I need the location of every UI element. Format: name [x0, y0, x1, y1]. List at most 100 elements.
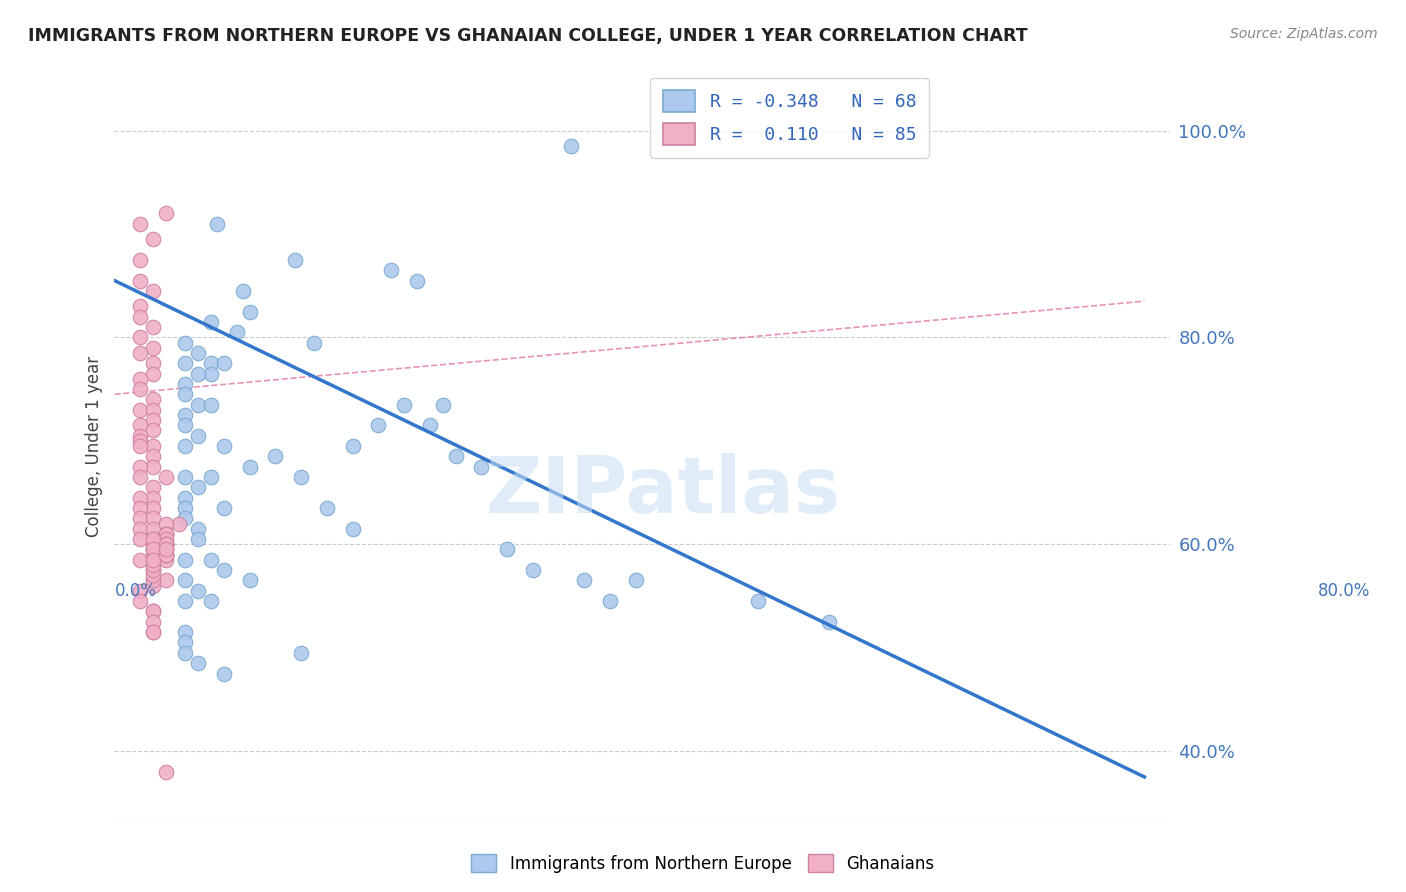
Point — [174, 574, 197, 588]
Point — [142, 625, 165, 640]
Point — [302, 335, 325, 350]
Point — [129, 402, 152, 417]
Point — [129, 522, 152, 536]
Point — [367, 418, 389, 433]
Point — [129, 252, 152, 267]
Point — [174, 470, 197, 484]
Point — [155, 470, 177, 484]
Point — [284, 252, 307, 267]
Point — [187, 367, 209, 381]
Point — [406, 273, 429, 287]
Point — [155, 537, 177, 551]
Point — [174, 408, 197, 422]
Text: ZIPatlas: ZIPatlas — [486, 453, 841, 529]
Point — [142, 341, 165, 355]
Point — [142, 625, 165, 640]
Point — [167, 516, 190, 531]
Point — [142, 542, 165, 557]
Point — [174, 418, 197, 433]
Point — [142, 450, 165, 464]
Point — [142, 537, 165, 551]
Point — [142, 232, 165, 246]
Point — [142, 548, 165, 562]
Point — [129, 273, 152, 287]
Point — [496, 542, 519, 557]
Point — [342, 522, 364, 536]
Point — [155, 574, 177, 588]
Point — [129, 372, 152, 386]
Point — [225, 325, 247, 339]
Point — [624, 574, 647, 588]
Point — [239, 459, 262, 474]
Point — [155, 548, 177, 562]
Point — [129, 434, 152, 448]
Point — [142, 605, 165, 619]
Point — [187, 656, 209, 670]
Point — [174, 335, 197, 350]
Text: 0.0%: 0.0% — [114, 582, 156, 600]
Point — [129, 418, 152, 433]
Point — [212, 563, 235, 577]
Point — [187, 480, 209, 494]
Point — [142, 413, 165, 427]
Point — [129, 511, 152, 525]
Text: IMMIGRANTS FROM NORTHERN EUROPE VS GHANAIAN COLLEGE, UNDER 1 YEAR CORRELATION CH: IMMIGRANTS FROM NORTHERN EUROPE VS GHANA… — [28, 27, 1028, 45]
Point — [155, 516, 177, 531]
Point — [187, 346, 209, 360]
Point — [747, 594, 769, 608]
Point — [432, 398, 454, 412]
Point — [444, 450, 467, 464]
Point — [187, 583, 209, 598]
Point — [142, 563, 165, 577]
Point — [155, 527, 177, 541]
Point — [200, 470, 222, 484]
Point — [174, 594, 197, 608]
Point — [129, 217, 152, 231]
Y-axis label: College, Under 1 year: College, Under 1 year — [86, 355, 103, 537]
Point — [155, 548, 177, 562]
Point — [142, 320, 165, 334]
Point — [129, 299, 152, 313]
Point — [207, 217, 229, 231]
Point — [142, 542, 165, 557]
Point — [155, 537, 177, 551]
Point — [142, 532, 165, 546]
Point — [174, 387, 197, 401]
Point — [187, 532, 209, 546]
Point — [129, 491, 152, 505]
Point — [155, 764, 177, 779]
Point — [200, 398, 222, 412]
Point — [470, 459, 492, 474]
Point — [129, 470, 152, 484]
Point — [155, 548, 177, 562]
Point — [290, 646, 312, 660]
Text: Source: ZipAtlas.com: Source: ZipAtlas.com — [1230, 27, 1378, 41]
Point — [174, 491, 197, 505]
Point — [174, 625, 197, 640]
Point — [142, 574, 165, 588]
Point — [142, 563, 165, 577]
Point — [239, 574, 262, 588]
Point — [212, 439, 235, 453]
Point — [599, 594, 621, 608]
Point — [155, 532, 177, 546]
Point — [129, 583, 152, 598]
Point — [212, 356, 235, 370]
Point — [142, 480, 165, 494]
Point — [142, 501, 165, 516]
Point — [155, 553, 177, 567]
Point — [174, 511, 197, 525]
Point — [200, 553, 222, 567]
Point — [187, 522, 209, 536]
Point — [155, 527, 177, 541]
Point — [174, 501, 197, 516]
Point — [142, 542, 165, 557]
Point — [818, 615, 841, 629]
Point — [200, 594, 222, 608]
Point — [155, 542, 177, 557]
Point — [174, 356, 197, 370]
Point — [174, 635, 197, 649]
Point — [187, 398, 209, 412]
Point — [239, 304, 262, 318]
Point — [142, 553, 165, 567]
